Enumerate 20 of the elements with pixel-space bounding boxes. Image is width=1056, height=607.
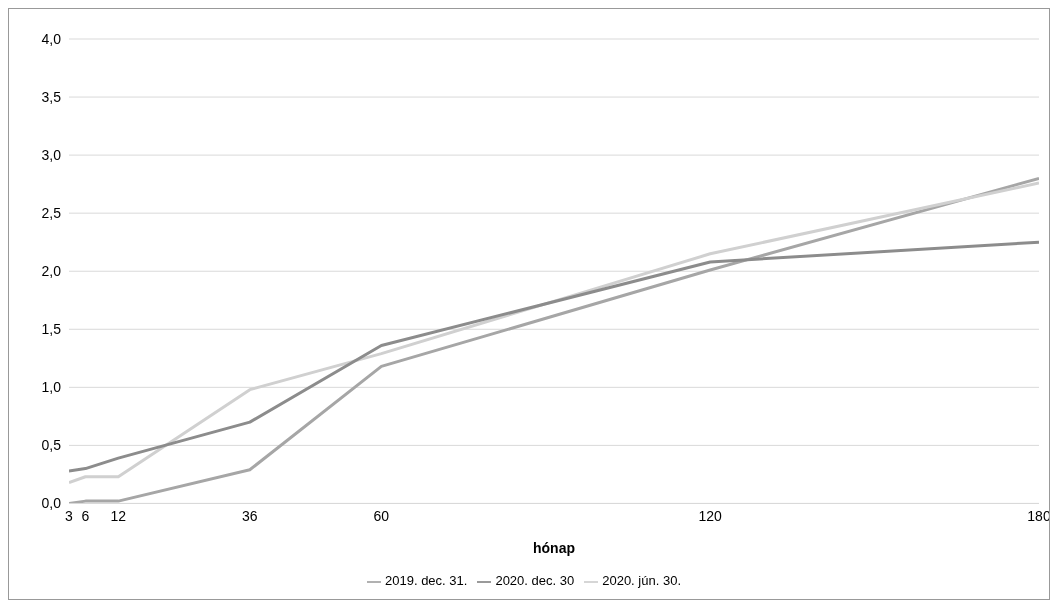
legend-label: 2020. dec. 30 <box>495 573 575 589</box>
x-tick-label: 120 <box>698 508 723 525</box>
y-tick-label: 1,0 <box>41 379 62 396</box>
y-tick-label: 1,5 <box>41 321 62 338</box>
x-tick-label: 60 <box>373 508 390 525</box>
x-tick-label: 12 <box>110 508 127 525</box>
x-tick-label: 36 <box>242 508 258 525</box>
x-tick-label: 6 <box>81 508 90 525</box>
x-axis-title: hónap <box>533 540 575 557</box>
y-tick-label: 0,0 <box>41 495 62 512</box>
legend-label: 2019. dec. 31. <box>385 573 468 589</box>
y-tick-label: 3,0 <box>41 147 62 164</box>
y-tick-label: 2,0 <box>41 263 62 280</box>
y-tick-label: 0,5 <box>41 437 62 454</box>
y-tick-label: 2,5 <box>41 205 62 222</box>
y-tick-label: 3,5 <box>41 89 62 106</box>
legend-label: 2020. jún. 30. <box>602 573 681 589</box>
y-tick-label: 4,0 <box>41 30 62 47</box>
line-series <box>69 240 1039 473</box>
x-tick-label: 3 <box>65 508 74 525</box>
